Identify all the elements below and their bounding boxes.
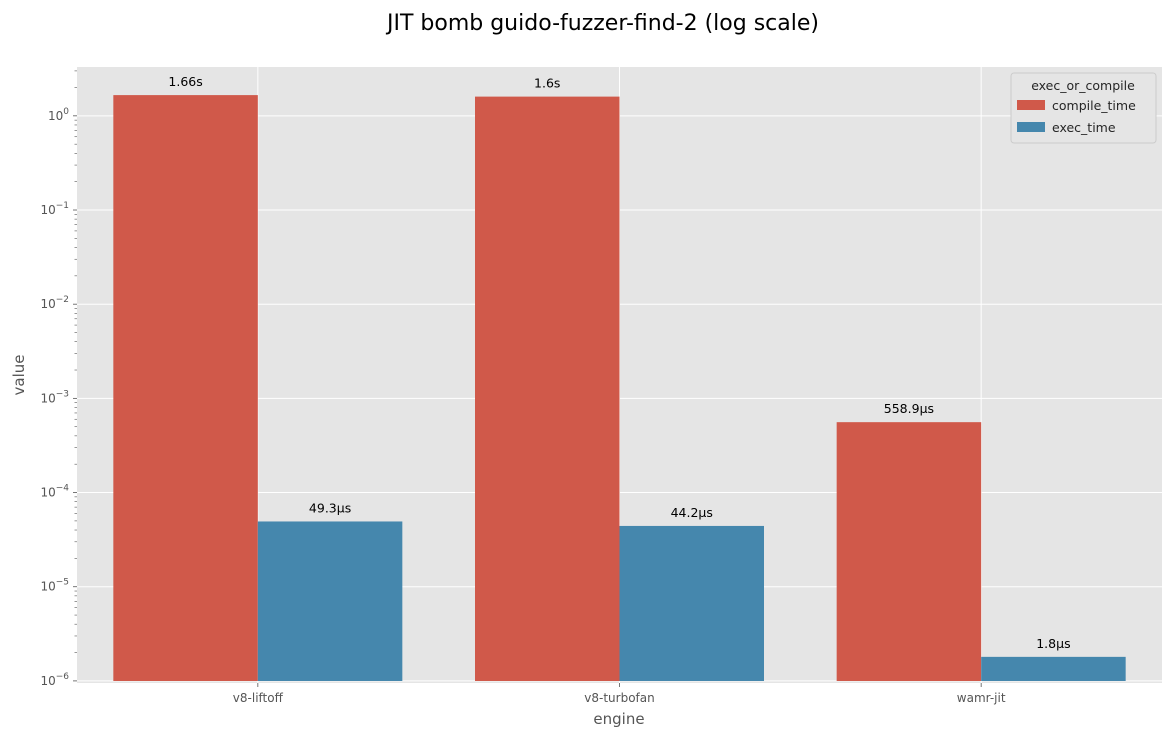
data-label-exec_time-wamr-jit: 1.8µs	[1036, 636, 1070, 651]
y-axis-label: value	[10, 355, 28, 396]
legend-swatch-exec-time	[1017, 122, 1045, 132]
y-tick-exponent: −3	[56, 389, 69, 399]
y-tick-label: 10−3	[40, 389, 69, 405]
data-label-exec_time-v8-turbofan: 44.2µs	[671, 505, 713, 520]
data-label-compile_time-v8-liftoff: 1.66s	[168, 74, 202, 89]
bar-exec_time-v8-turbofan	[619, 525, 764, 681]
y-tick-base: 10	[40, 486, 55, 500]
y-tick-label: 10−6	[40, 672, 69, 688]
data-label-compile_time-v8-turbofan: 1.6s	[534, 76, 560, 91]
legend-entry-compile-time: compile_time	[1052, 98, 1136, 113]
bar-compile_time-v8-liftoff	[113, 95, 258, 681]
bar-compile_time-v8-turbofan	[475, 96, 620, 681]
bar-compile_time-wamr-jit	[836, 422, 982, 681]
bar-exec_time-wamr-jit	[981, 656, 1126, 681]
y-tick-label: 10−5	[40, 578, 69, 594]
legend-title: exec_or_compile	[1031, 78, 1135, 93]
y-tick-label: 100	[48, 107, 69, 123]
y-tick-label: 10−1	[40, 201, 69, 217]
y-tick-base: 10	[40, 391, 55, 405]
legend-swatch-compile-time	[1017, 100, 1045, 110]
y-tick-label: 10−4	[40, 484, 69, 500]
x-tick-label-wamr-jit: wamr-jit	[957, 691, 1006, 705]
y-tick-label: 10−2	[40, 295, 69, 311]
x-axis: v8-liftoff v8-turbofan wamr-jit	[233, 683, 1006, 705]
y-tick-exponent: −2	[56, 295, 69, 305]
y-tick-exponent: 0	[63, 107, 69, 117]
x-tick-label-v8-liftoff: v8-liftoff	[233, 691, 284, 705]
y-tick-base: 10	[40, 580, 55, 594]
y-tick-base: 10	[48, 109, 63, 123]
legend-box	[1010, 72, 1157, 144]
y-tick-base: 10	[40, 203, 55, 217]
chart-title: JIT bomb guido-fuzzer-find-2 (log scale)	[385, 11, 819, 36]
x-axis-label: engine	[593, 710, 644, 728]
y-tick-exponent: −4	[56, 484, 70, 494]
x-tick-label-v8-turbofan: v8-turbofan	[584, 691, 654, 705]
y-tick-base: 10	[40, 674, 55, 688]
legend: exec_or_compile compile_time exec_time	[1010, 72, 1157, 144]
y-tick-exponent: −6	[56, 672, 70, 682]
bar-exec_time-v8-liftoff	[257, 521, 403, 681]
y-tick-exponent: −1	[56, 201, 69, 211]
y-tick-base: 10	[40, 297, 55, 311]
data-label-exec_time-v8-liftoff: 49.3µs	[309, 500, 351, 515]
bars: 1.66s 49.3µs 1.6s 44.2µs 558.9µs 1.8µs	[113, 74, 1126, 681]
legend-entry-exec-time: exec_time	[1052, 120, 1116, 135]
y-tick-exponent: −5	[56, 578, 69, 588]
data-label-compile_time-wamr-jit: 558.9µs	[884, 401, 934, 416]
